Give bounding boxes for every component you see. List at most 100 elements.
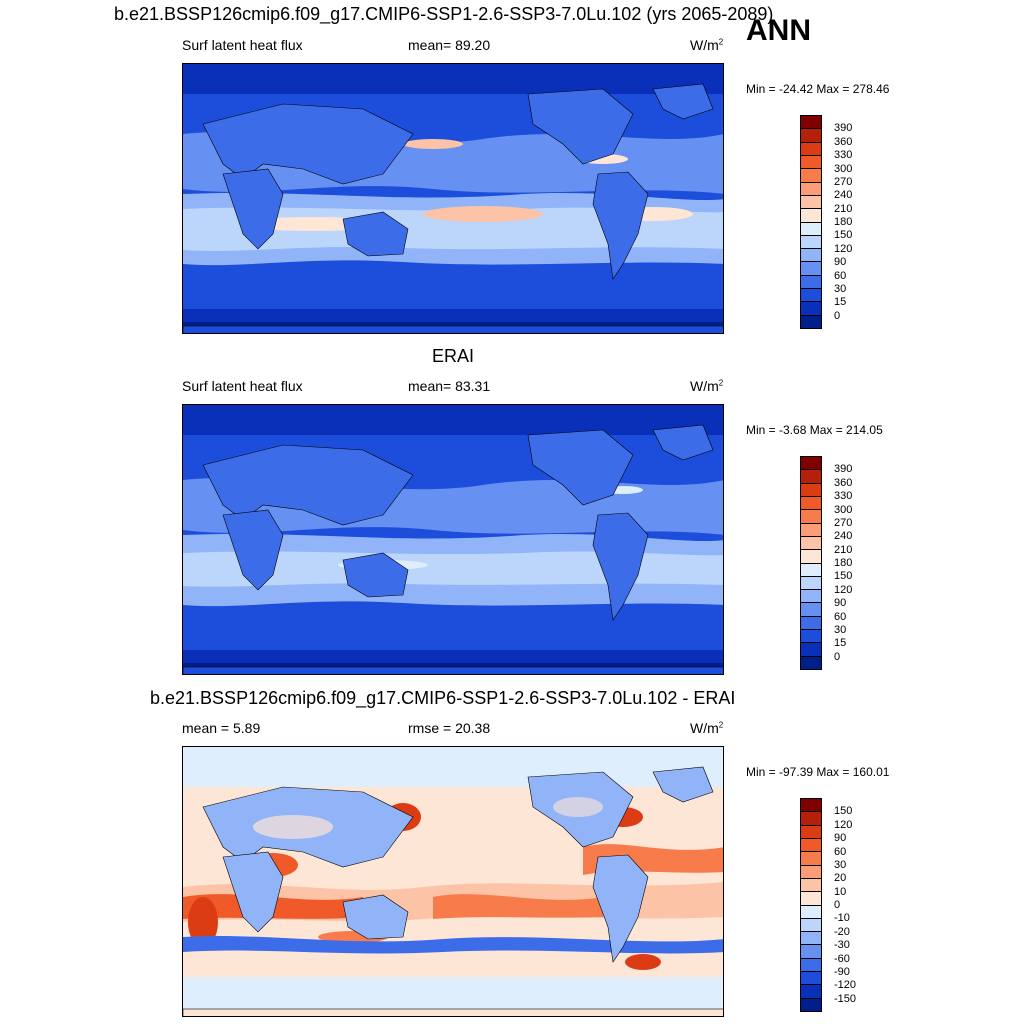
colorbar-swatch: [801, 878, 821, 893]
colorbar-swatch: [801, 656, 821, 669]
colorbar-swatch: [801, 812, 821, 826]
colorbar-swatch: [801, 550, 821, 564]
colorbar-swatch: [801, 536, 821, 551]
colorbar-swatch: [801, 195, 821, 210]
panel2-map: [182, 404, 724, 675]
colorbar-tick-label: 300: [834, 162, 853, 175]
panel3-colorbar: [800, 798, 822, 1012]
colorbar-swatch: [801, 998, 821, 1011]
colorbar-swatch: [801, 289, 821, 303]
colorbar-swatch: [801, 142, 821, 156]
colorbar-swatch: [801, 576, 821, 591]
colorbar-swatch: [801, 865, 821, 879]
panel2-title: ERAI: [432, 346, 475, 366]
colorbar-tick-label: 10: [834, 885, 847, 898]
colorbar-tick-label: -150: [834, 992, 857, 1005]
panel3-map: [182, 746, 724, 1017]
colorbar-tick-label: 300: [834, 503, 853, 516]
colorbar-tick-label: 390: [834, 463, 853, 476]
panel3-units-label: W/m2: [690, 720, 724, 736]
colorbar-swatch: [801, 892, 821, 906]
colorbar-tick-label: 20: [834, 872, 847, 885]
colorbar-swatch: [801, 630, 821, 644]
colorbar-swatch: [801, 302, 821, 316]
colorbar-swatch: [801, 222, 821, 236]
colorbar-swatch: [801, 563, 821, 577]
colorbar-swatch: [801, 129, 821, 143]
colorbar-tick-label: 270: [834, 175, 853, 188]
colorbar-tick-label: 240: [834, 189, 853, 202]
colorbar-tick-label: 15: [834, 296, 847, 309]
colorbar-swatch: [801, 483, 821, 497]
colorbar-swatch: [801, 249, 821, 263]
colorbar-tick-label: 30: [834, 282, 847, 295]
colorbar-tick-label: 240: [834, 530, 853, 543]
panel2-colorbar: [800, 456, 822, 670]
colorbar-swatch: [801, 643, 821, 657]
colorbar-tick-label: 60: [834, 610, 847, 623]
colorbar-swatch: [801, 918, 821, 933]
colorbar-swatch: [801, 457, 821, 471]
colorbar-swatch: [801, 972, 821, 986]
colorbar-tick-label: 0: [834, 899, 841, 911]
colorbar-tick-label: 210: [834, 202, 853, 215]
colorbar-swatch: [801, 116, 821, 130]
colorbar-tick-label: 360: [834, 135, 853, 148]
panel2-units-label: W/m2: [690, 378, 724, 394]
colorbar-swatch: [801, 155, 821, 170]
colorbar-tick-label: 0: [834, 650, 841, 663]
colorbar-tick-label: 90: [834, 256, 847, 269]
colorbar-tick-label: 270: [834, 516, 853, 529]
colorbar-tick-label: 150: [834, 229, 853, 242]
colorbar-swatch: [801, 590, 821, 604]
colorbar-tick-label: -120: [834, 979, 857, 992]
panel2-minmax-label: Min = -3.68 Max = 214.05: [746, 423, 883, 437]
colorbar-tick-label: 120: [834, 583, 853, 596]
colorbar-swatch: [801, 932, 821, 946]
panel3-rmse-label: rmse = 20.38: [408, 720, 491, 736]
colorbar-tick-label: 30: [834, 858, 847, 871]
colorbar-tick-label: -30: [834, 939, 850, 952]
colorbar-swatch: [801, 838, 821, 853]
panel1-title: b.e21.BSSP126cmip6.f09_g17.CMIP6-SSP1-2.…: [114, 4, 774, 24]
colorbar-tick-label: -20: [834, 925, 850, 938]
colorbar-swatch: [801, 496, 821, 511]
panel3-mean-label: mean = 5.89: [182, 720, 261, 736]
colorbar-swatch: [801, 169, 821, 183]
colorbar-tick-label: 120: [834, 242, 853, 255]
panel3-minmax-label: Min = -97.39 Max = 160.01: [746, 765, 890, 779]
colorbar-swatch: [801, 603, 821, 617]
panel2-mean-label: mean= 83.31: [408, 378, 491, 394]
panel1-colorbar: [800, 115, 822, 329]
colorbar-swatch: [801, 182, 821, 196]
colorbar-swatch: [801, 945, 821, 959]
colorbar-tick-label: 0: [834, 309, 841, 322]
colorbar-swatch: [801, 523, 821, 537]
colorbar-tick-label: 330: [834, 490, 853, 503]
colorbar-swatch: [801, 275, 821, 290]
colorbar-tick-label: 330: [834, 149, 853, 162]
colorbar-tick-label: 60: [834, 269, 847, 282]
colorbar-swatch: [801, 799, 821, 813]
colorbar-swatch: [801, 985, 821, 999]
colorbar-tick-label: 180: [834, 557, 853, 569]
colorbar-swatch: [801, 235, 821, 250]
colorbar-tick-label: 150: [834, 570, 853, 583]
colorbar-tick-label: -90: [834, 965, 850, 978]
colorbar-swatch: [801, 510, 821, 524]
colorbar-swatch: [801, 616, 821, 631]
panel3-title: b.e21.BSSP126cmip6.f09_g17.CMIP6-SSP1-2.…: [150, 688, 736, 708]
panel1-minmax-label: Min = -24.42 Max = 278.46: [746, 82, 890, 96]
season-label: ANN: [746, 14, 811, 47]
colorbar-tick-label: 210: [834, 543, 853, 556]
colorbar-swatch: [801, 852, 821, 866]
panel1-map: [182, 63, 724, 334]
colorbar-tick-label: 90: [834, 597, 847, 610]
colorbar-tick-label: -60: [834, 952, 850, 965]
colorbar-swatch: [801, 958, 821, 973]
colorbar-swatch: [801, 209, 821, 223]
colorbar-swatch: [801, 825, 821, 839]
colorbar-tick-label: -10: [834, 912, 850, 925]
colorbar-swatch: [801, 262, 821, 276]
panel2-variable-label: Surf latent heat flux: [182, 378, 303, 394]
